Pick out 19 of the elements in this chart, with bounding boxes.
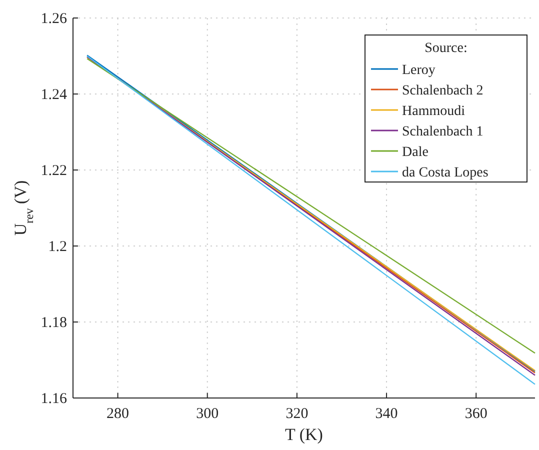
legend-label: Schalenbach 2: [402, 84, 484, 98]
x-tick-label: 300: [196, 406, 219, 422]
legend-label: Dale: [402, 145, 428, 160]
legend-title: Source:: [424, 41, 468, 56]
y-tick-label: 1.2: [48, 239, 67, 255]
x-axis-title: T (K): [285, 425, 323, 444]
legend-label: Hammoudi: [402, 104, 466, 119]
y-tick-label: 1.26: [40, 11, 68, 27]
legend-label: Leroy: [402, 63, 436, 78]
x-tick-label: 280: [106, 406, 130, 422]
y-tick-label: 1.24: [40, 87, 68, 103]
x-tick-label: 360: [464, 406, 488, 422]
y-tick-label: 1.22: [40, 163, 67, 179]
x-tick-label: 340: [375, 406, 398, 422]
y-tick-label: 1.18: [40, 315, 67, 331]
x-tick-label: 320: [286, 406, 308, 422]
legend-label: Schalenbach 1: [402, 124, 484, 140]
legend-label: da Costa Lopes: [402, 166, 488, 180]
y-tick-label: 1.16: [40, 391, 68, 407]
